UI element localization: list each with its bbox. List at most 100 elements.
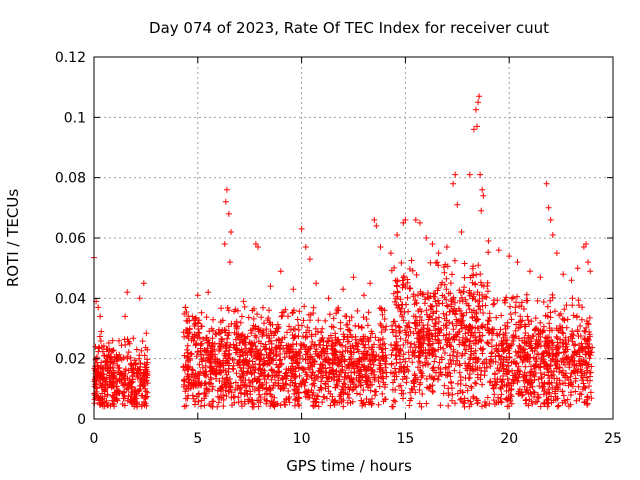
data-point — [184, 326, 191, 333]
data-point — [94, 385, 101, 392]
data-point — [352, 322, 359, 329]
data-point — [202, 380, 209, 387]
data-point — [107, 359, 114, 366]
data-point — [454, 349, 461, 356]
data-point — [585, 259, 592, 266]
data-point — [588, 395, 595, 402]
data-point — [446, 308, 453, 315]
data-point — [468, 401, 475, 408]
data-point — [369, 330, 376, 337]
data-point — [125, 393, 132, 400]
data-point — [437, 366, 444, 372]
data-point — [378, 305, 385, 312]
data-point — [313, 280, 320, 287]
data-point — [466, 306, 473, 313]
data-point — [344, 391, 351, 397]
data-point — [450, 348, 457, 355]
data-point — [249, 307, 256, 314]
data-point — [245, 398, 252, 405]
data-point — [579, 304, 586, 311]
data-point — [576, 353, 583, 360]
data-point — [257, 340, 264, 347]
data-point — [529, 344, 535, 351]
data-point — [491, 370, 498, 377]
data-point — [499, 378, 506, 385]
data-point — [444, 372, 451, 379]
data-point — [274, 364, 281, 371]
data-point — [483, 402, 489, 409]
data-point — [275, 342, 282, 349]
data-point — [273, 352, 280, 359]
data-point — [341, 374, 348, 381]
data-point — [383, 323, 390, 330]
data-point — [213, 375, 219, 382]
y-axis-label: ROTI / TECUs — [4, 189, 22, 287]
data-point — [463, 346, 469, 353]
data-point — [552, 352, 559, 359]
data-point — [440, 332, 447, 339]
data-point — [193, 353, 200, 360]
data-point — [398, 387, 405, 394]
data-point — [478, 323, 485, 330]
data-point — [240, 372, 247, 379]
data-point — [122, 313, 129, 320]
data-point — [194, 333, 200, 340]
data-point — [484, 288, 491, 295]
data-point — [569, 295, 576, 302]
data-point — [329, 337, 335, 344]
data-point — [236, 386, 243, 393]
data-point — [436, 329, 443, 336]
data-point — [188, 337, 195, 344]
data-point — [428, 303, 435, 310]
data-point — [327, 402, 334, 409]
data-point — [358, 382, 364, 389]
data-point — [546, 389, 553, 396]
data-point — [113, 383, 120, 390]
data-point — [329, 345, 336, 352]
data-point — [194, 349, 201, 356]
data-point — [561, 316, 568, 323]
data-point — [562, 380, 569, 387]
data-point — [443, 325, 450, 332]
data-point — [557, 326, 564, 332]
data-point — [519, 317, 526, 324]
data-point — [399, 284, 406, 291]
data-point — [578, 370, 585, 376]
data-point — [479, 381, 486, 388]
data-point — [549, 339, 556, 346]
x-tick-label: 25 — [604, 431, 622, 447]
data-point — [128, 383, 135, 390]
data-point — [546, 320, 553, 327]
data-point — [414, 292, 421, 299]
data-point — [466, 171, 473, 178]
data-point — [283, 381, 290, 388]
data-point — [367, 357, 374, 364]
data-point — [223, 393, 230, 399]
data-point — [577, 366, 584, 373]
data-point — [209, 335, 216, 342]
data-point — [403, 375, 410, 382]
data-point — [340, 336, 347, 343]
data-point — [539, 329, 546, 336]
data-point — [240, 298, 247, 305]
data-point — [448, 361, 455, 368]
data-point — [526, 343, 533, 350]
data-point — [349, 342, 356, 349]
data-point — [194, 292, 201, 299]
data-point — [495, 352, 502, 359]
data-point — [110, 360, 117, 367]
data-point — [204, 357, 211, 363]
data-point — [360, 314, 367, 321]
data-point — [461, 274, 468, 281]
data-point — [445, 392, 452, 399]
data-point — [222, 367, 229, 374]
data-point — [479, 291, 485, 298]
data-point — [390, 397, 397, 404]
data-point — [468, 345, 475, 352]
data-point — [98, 374, 105, 381]
data-point — [96, 345, 102, 352]
data-point — [125, 367, 132, 374]
data-point — [266, 307, 272, 314]
data-point — [207, 374, 214, 381]
data-point — [397, 296, 404, 303]
